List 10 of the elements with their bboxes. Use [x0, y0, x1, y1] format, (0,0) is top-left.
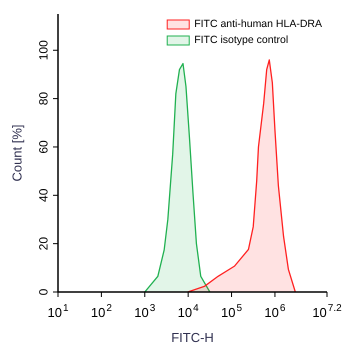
- legend-label: FITC isotype control: [194, 34, 288, 46]
- y-tick-label: 60: [36, 140, 50, 154]
- x-axis-title: FITC-H: [171, 330, 214, 345]
- y-tick-label: 80: [36, 92, 50, 106]
- y-axis-title: Count [%]: [10, 124, 25, 182]
- legend-label: FITC anti-human HLA-DRA: [194, 18, 322, 30]
- y-tick-label: 40: [36, 188, 50, 202]
- y-tick-label: 0: [36, 288, 50, 296]
- y-tick-label: 100: [36, 40, 50, 60]
- y-tick-label: 20: [36, 236, 50, 250]
